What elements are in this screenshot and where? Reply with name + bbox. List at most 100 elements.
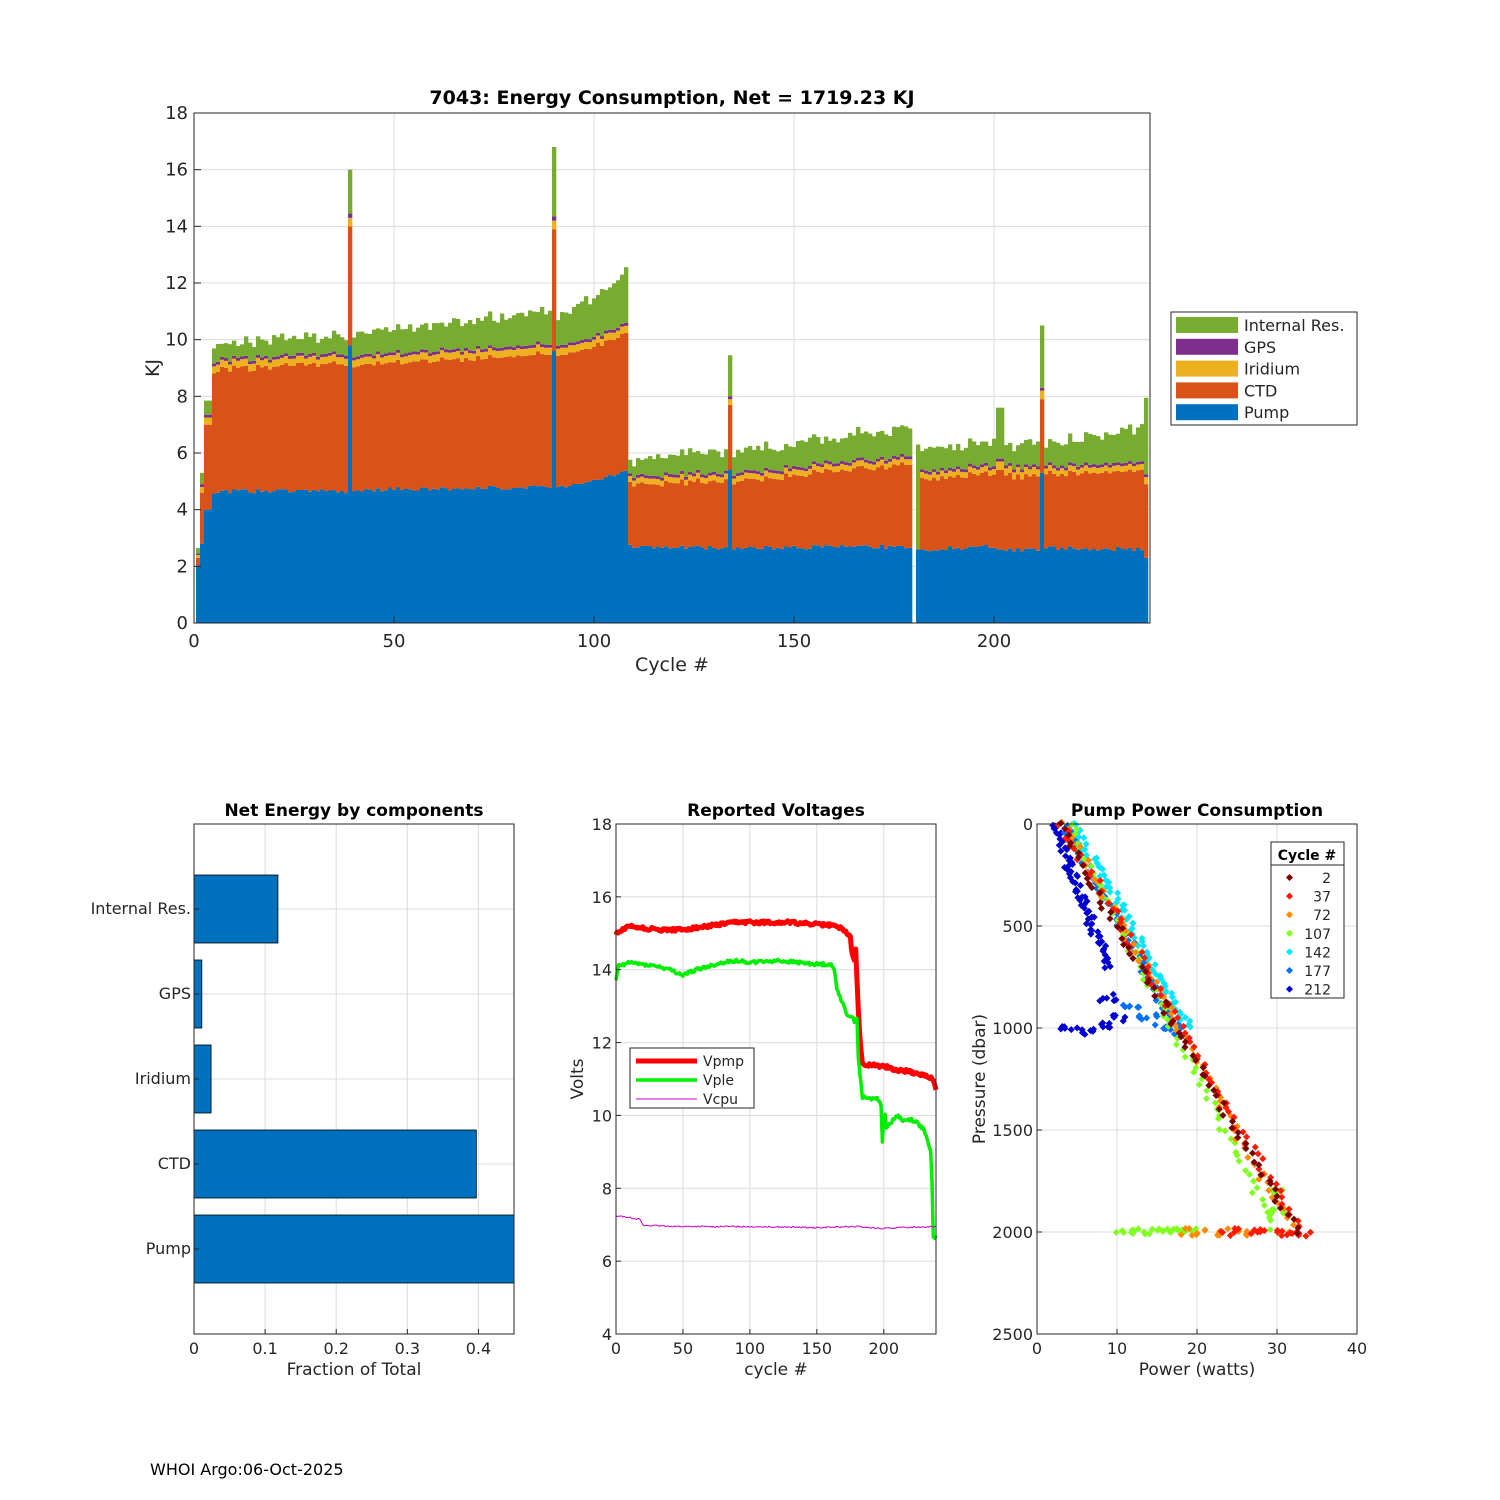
bar-segment-pump	[1100, 549, 1105, 623]
bar-segment-internal	[396, 324, 401, 351]
bar-segment-iridium	[312, 355, 317, 363]
bar-segment-ctd	[256, 364, 261, 490]
bar-segment-gps	[740, 472, 745, 476]
bar-segment-gps	[608, 329, 613, 333]
bar-segment-internal	[864, 431, 869, 460]
bar-segment-iridium	[348, 217, 353, 227]
bar-segment-internal	[716, 451, 721, 474]
bar-segment-internal	[656, 454, 661, 477]
bar-segment-pump	[364, 489, 369, 623]
bar-segment-ctd	[196, 557, 201, 567]
scatter-point-cycle-37	[1190, 1043, 1198, 1051]
bar-segment-gps	[748, 470, 753, 474]
bar-segment-internal	[1104, 432, 1109, 463]
energy-stacked-bar-chart: 0 50 100 150 200 0 2 4 6 8 10 12 14 16 18 7043: Energy…	[142, 87, 1358, 676]
bar-segment-gps	[444, 349, 449, 353]
scatter-point-cycle-2	[1271, 1185, 1280, 1193]
bar-segment-ctd	[480, 359, 485, 489]
bar-segment-ctd	[740, 480, 745, 550]
bar-segment-pump	[268, 492, 273, 623]
bar-segment-iridium	[444, 352, 449, 360]
scatter-point-cycle-107	[1215, 1125, 1223, 1133]
bar-segment-ctd	[828, 470, 833, 546]
bar-segment-gps	[536, 341, 541, 345]
bar-segment-pump	[588, 481, 593, 623]
bar-segment-pump	[736, 547, 741, 623]
bar-segment-gps	[532, 344, 537, 348]
y-tick-label: 12	[165, 273, 188, 294]
scatter-point-cycle-2	[1234, 1128, 1242, 1137]
bar-segment-pump	[520, 487, 525, 623]
bar-segment-iridium	[408, 355, 413, 363]
bar-segment-gps	[768, 469, 773, 473]
scatter-point-cycle-72	[1224, 1225, 1232, 1233]
bar-segment-iridium	[876, 461, 881, 468]
bar-segment-pump	[1056, 549, 1061, 623]
scatter-point-cycle-212	[1099, 1023, 1107, 1031]
bar-segment-iridium	[376, 354, 381, 362]
bar-segment-pump	[568, 485, 573, 623]
bar-segment-ctd	[544, 354, 549, 488]
bar-segment-pump	[260, 491, 265, 623]
bar-segment-pump	[288, 492, 293, 623]
bar-segment-gps	[528, 345, 533, 349]
bar-segment-iridium	[792, 468, 797, 475]
bar-segment-pump	[304, 489, 309, 623]
bar-segment-gps	[552, 216, 557, 221]
bar-segment-ctd	[876, 467, 881, 549]
bar-segment-internal	[388, 331, 393, 353]
bar-segment-gps	[252, 360, 257, 364]
series-line-vcpu	[615, 1215, 936, 1230]
bar-segment-pump	[344, 493, 349, 623]
bar-segment-ctd	[536, 351, 541, 487]
bar-segment-gps	[1052, 465, 1057, 469]
bar-segment-iridium	[956, 469, 961, 475]
scatter-point-cycle-2	[1205, 1081, 1213, 1090]
scatter-point-cycle-142	[1168, 993, 1177, 1001]
bar-segment-ctd	[992, 474, 997, 548]
bar-segment-pump	[1144, 557, 1149, 623]
scatter-point-cycle-212	[1101, 964, 1109, 972]
bar-segment-internal	[356, 331, 361, 357]
bar-segment-iridium	[292, 358, 297, 366]
bar-segment-gps	[656, 476, 661, 480]
bar-segment-ctd	[548, 354, 553, 488]
bar-segment-pump	[860, 545, 865, 623]
scatter-point-cycle-2	[1192, 1056, 1200, 1064]
bar-segment-gps	[584, 339, 589, 342]
bar-segment-gps	[1068, 462, 1073, 466]
bar-segment-pump	[764, 545, 769, 623]
bar-segment-internal	[436, 323, 441, 352]
bar-segment-iridium	[416, 354, 421, 362]
pump-power-title: Pump Power Consumption	[1071, 801, 1323, 821]
bar-segment-internal	[1080, 441, 1085, 465]
bar-segment-ctd	[768, 478, 773, 547]
bar-segment-gps	[840, 461, 845, 464]
bar-segment-ctd	[292, 365, 297, 492]
bar-segment-ctd	[508, 356, 513, 490]
bar-segment-iridium	[816, 466, 821, 472]
bar-segment-iridium	[1036, 469, 1041, 477]
scatter-point-cycle-72	[1265, 1186, 1273, 1194]
bar-segment-iridium	[604, 333, 609, 341]
x-tick-label: 0.3	[395, 1339, 420, 1358]
bar-segment-ctd	[224, 367, 229, 491]
scatter-point-cycle-107	[1260, 1201, 1268, 1209]
bar-segment-iridium	[652, 478, 657, 485]
bar-segment-ctd	[452, 359, 457, 489]
bar-segment-pump	[828, 545, 833, 623]
bar-segment-pump	[360, 491, 365, 623]
bar-segment-iridium	[528, 348, 533, 356]
bar-segment-iridium	[640, 476, 645, 483]
bar-segment-pump	[316, 491, 321, 623]
bar-segment-ctd	[700, 482, 705, 548]
bar-segment-internal	[660, 457, 665, 478]
bar-segment-iridium	[752, 473, 757, 480]
scatter-point-cycle-37	[1181, 1029, 1189, 1037]
bar-segment-iridium	[1076, 469, 1081, 476]
bar-segment-internal	[548, 310, 553, 345]
y-tick-label: 8	[177, 386, 188, 407]
bar-segment-iridium	[664, 475, 669, 482]
bar-segment-internal	[788, 446, 793, 469]
bar-segment-gps	[452, 349, 457, 353]
